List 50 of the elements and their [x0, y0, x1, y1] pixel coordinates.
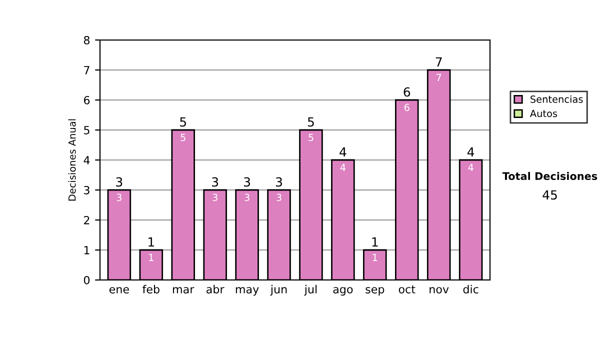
total-label: 3 — [116, 177, 122, 187]
y-tick-label: 3 — [84, 186, 90, 194]
data-label: 1 — [372, 254, 378, 261]
total-label: 3 — [276, 177, 282, 187]
total-label: 5 — [308, 117, 314, 127]
total-label: 5 — [180, 117, 186, 127]
x-tick-label: mar — [173, 287, 194, 294]
data-label: 4 — [340, 164, 346, 171]
y-tick-label: 1 — [84, 246, 90, 254]
y-tick-label: 7 — [84, 66, 90, 74]
text: Total Decisiones — [502, 172, 598, 180]
x-tick-label: abr — [206, 284, 224, 294]
legend-label: Autos — [530, 110, 558, 118]
legend-label: Sentencias — [530, 95, 583, 103]
x-tick-label: feb — [142, 284, 160, 294]
data-label: 5 — [308, 134, 314, 142]
data-label: 6 — [404, 104, 410, 112]
x-tick-label: dic — [463, 284, 478, 294]
total-label: 3 — [212, 177, 218, 187]
y-tick-label: 4 — [84, 156, 90, 164]
x-tick-label: oct — [398, 286, 416, 294]
total-label: 1 — [372, 237, 378, 246]
text: 45 — [542, 190, 557, 200]
y-tick-label: 2 — [84, 216, 90, 224]
x-tick-label: nov — [430, 287, 449, 294]
x-tick-label: ene — [109, 287, 129, 294]
data-label: 5 — [180, 134, 186, 142]
x-tick-label: may — [236, 287, 259, 296]
total-label: 6 — [404, 87, 410, 97]
data-label: 3 — [244, 194, 250, 202]
total-label: 1 — [148, 237, 154, 246]
total-label: 3 — [244, 177, 250, 187]
x-tick-label: ago — [333, 287, 353, 296]
data-label: 1 — [149, 254, 154, 261]
data-label: 4 — [468, 164, 474, 171]
data-label: 3 — [276, 194, 282, 202]
y-tick-label: 0 — [84, 276, 90, 284]
x-tick-label: jun — [270, 284, 287, 296]
y-axis-title: Decisiones Anual — [68, 119, 76, 201]
data-label: 3 — [212, 194, 218, 202]
x-tick-label: jul — [304, 284, 317, 296]
data-label: 7 — [436, 74, 442, 81]
y-tick-label: 8 — [84, 36, 90, 44]
y-tick-label: 5 — [84, 126, 90, 134]
total-label: 4 — [467, 147, 474, 156]
data-label: 3 — [116, 194, 122, 202]
total-label: 7 — [436, 57, 442, 66]
x-tick-label: sep — [366, 287, 384, 296]
y-tick-label: 6 — [84, 96, 90, 104]
total-label: 4 — [340, 147, 346, 156]
